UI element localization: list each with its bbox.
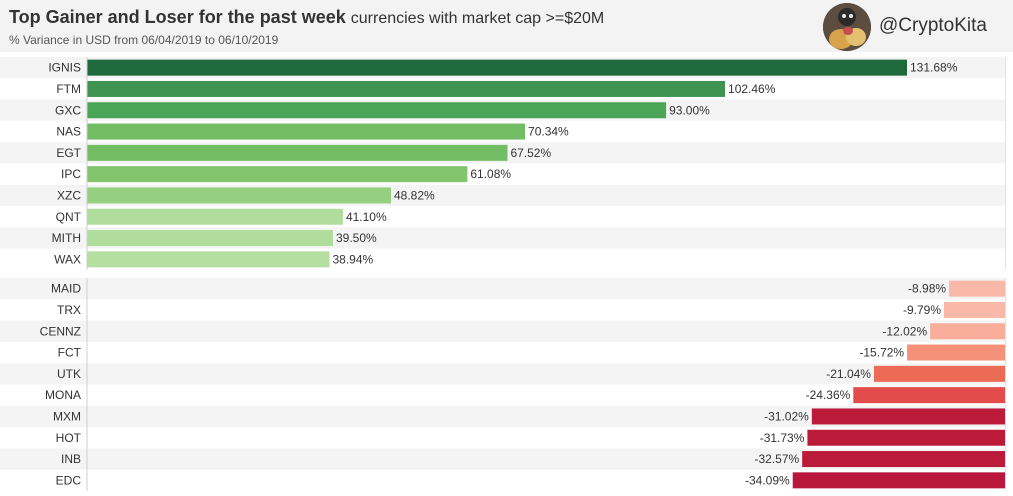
row-band bbox=[0, 363, 1005, 385]
row-band bbox=[0, 341, 1005, 364]
bar-maid bbox=[949, 280, 1005, 297]
avatar-image bbox=[823, 3, 871, 51]
data-label: -12.02% bbox=[882, 324, 927, 338]
bar-wax bbox=[87, 251, 330, 268]
data-label: -15.72% bbox=[859, 346, 904, 360]
data-label: -24.36% bbox=[806, 388, 851, 402]
category-label: FTM bbox=[56, 82, 81, 96]
row-band bbox=[0, 320, 1005, 342]
row-band bbox=[0, 278, 1005, 300]
bar-trx bbox=[944, 301, 1005, 318]
bar-mona bbox=[853, 387, 1005, 404]
data-label: 67.52% bbox=[510, 146, 551, 160]
bar-utk bbox=[873, 365, 1005, 382]
bar-qnt bbox=[87, 208, 343, 225]
category-label: MONA bbox=[45, 388, 81, 402]
data-label: 38.94% bbox=[332, 252, 373, 266]
bar-ignis bbox=[87, 59, 907, 76]
title-sub: currencies with market cap >=$20M bbox=[350, 10, 605, 27]
data-label: 93.00% bbox=[669, 103, 710, 117]
bar-ipc bbox=[87, 166, 468, 183]
row-band bbox=[0, 427, 1005, 449]
category-label: WAX bbox=[54, 252, 81, 266]
data-label: -8.98% bbox=[908, 282, 946, 296]
data-label: -34.09% bbox=[745, 473, 790, 487]
data-label: -31.02% bbox=[764, 409, 809, 423]
category-label: FCT bbox=[58, 346, 82, 360]
bar-inb bbox=[802, 451, 1005, 468]
data-label: -9.79% bbox=[903, 303, 941, 317]
bar-mith bbox=[87, 230, 333, 247]
data-label: 131.68% bbox=[910, 61, 958, 75]
data-label: 102.46% bbox=[728, 82, 776, 96]
bar-edc bbox=[792, 472, 1005, 489]
data-label: -31.73% bbox=[760, 431, 805, 445]
avatar bbox=[823, 3, 871, 51]
data-label: -32.57% bbox=[754, 452, 799, 466]
data-label: 70.34% bbox=[528, 125, 569, 139]
row-band bbox=[0, 405, 1005, 428]
chart-title: Top Gainer and Loser for the past week c… bbox=[9, 7, 604, 28]
category-label: HOT bbox=[56, 431, 82, 445]
category-label: MAID bbox=[51, 282, 81, 296]
bar-nas bbox=[87, 123, 526, 140]
category-label: EGT bbox=[56, 146, 81, 160]
data-label: 61.08% bbox=[470, 167, 511, 181]
bar-cennz bbox=[930, 323, 1005, 340]
row-band bbox=[0, 469, 1005, 491]
data-label: -21.04% bbox=[826, 367, 871, 381]
bar-fct bbox=[907, 344, 1005, 361]
category-label: QNT bbox=[56, 210, 82, 224]
losers-panel: MAID -8.98% TRX -9.79% CENNZ -12.02% FCT -15.72… bbox=[0, 278, 1006, 491]
category-label: EDC bbox=[56, 473, 82, 487]
gainers-panel: IGNIS 131.68% FTM 102.46% GXC 93.00% NAS 70.34%… bbox=[0, 57, 1006, 270]
data-label: 48.82% bbox=[394, 188, 435, 202]
category-label: GXC bbox=[55, 103, 81, 117]
chart-header: Top Gainer and Loser for the past week c… bbox=[0, 0, 1013, 52]
category-label: CENNZ bbox=[40, 324, 81, 338]
author-handle: @CryptoKita bbox=[879, 15, 987, 36]
bar-mxm bbox=[811, 408, 1005, 425]
category-label: UTK bbox=[57, 367, 81, 381]
category-label: INB bbox=[61, 452, 81, 466]
category-label: MXM bbox=[53, 409, 81, 423]
chart-subtitle: % Variance in USD from 06/04/2019 to 06/… bbox=[9, 33, 279, 47]
bar-gxc bbox=[87, 102, 667, 119]
row-band bbox=[0, 448, 1005, 470]
category-label: IPC bbox=[61, 167, 81, 181]
bar-hot bbox=[807, 429, 1005, 446]
bar-egt bbox=[87, 144, 508, 161]
category-label: XZC bbox=[57, 188, 81, 202]
data-label: 39.50% bbox=[336, 231, 377, 245]
category-label: IGNIS bbox=[48, 61, 81, 75]
row-band bbox=[0, 384, 1005, 406]
bar-ftm bbox=[87, 80, 726, 97]
category-label: MITH bbox=[52, 231, 81, 245]
row-band bbox=[0, 299, 1005, 321]
category-label: NAS bbox=[56, 125, 81, 139]
title-main: Top Gainer and Loser for the past week bbox=[9, 7, 346, 27]
bar-xzc bbox=[87, 187, 392, 204]
category-label: TRX bbox=[57, 303, 81, 317]
data-label: 41.10% bbox=[346, 210, 387, 224]
